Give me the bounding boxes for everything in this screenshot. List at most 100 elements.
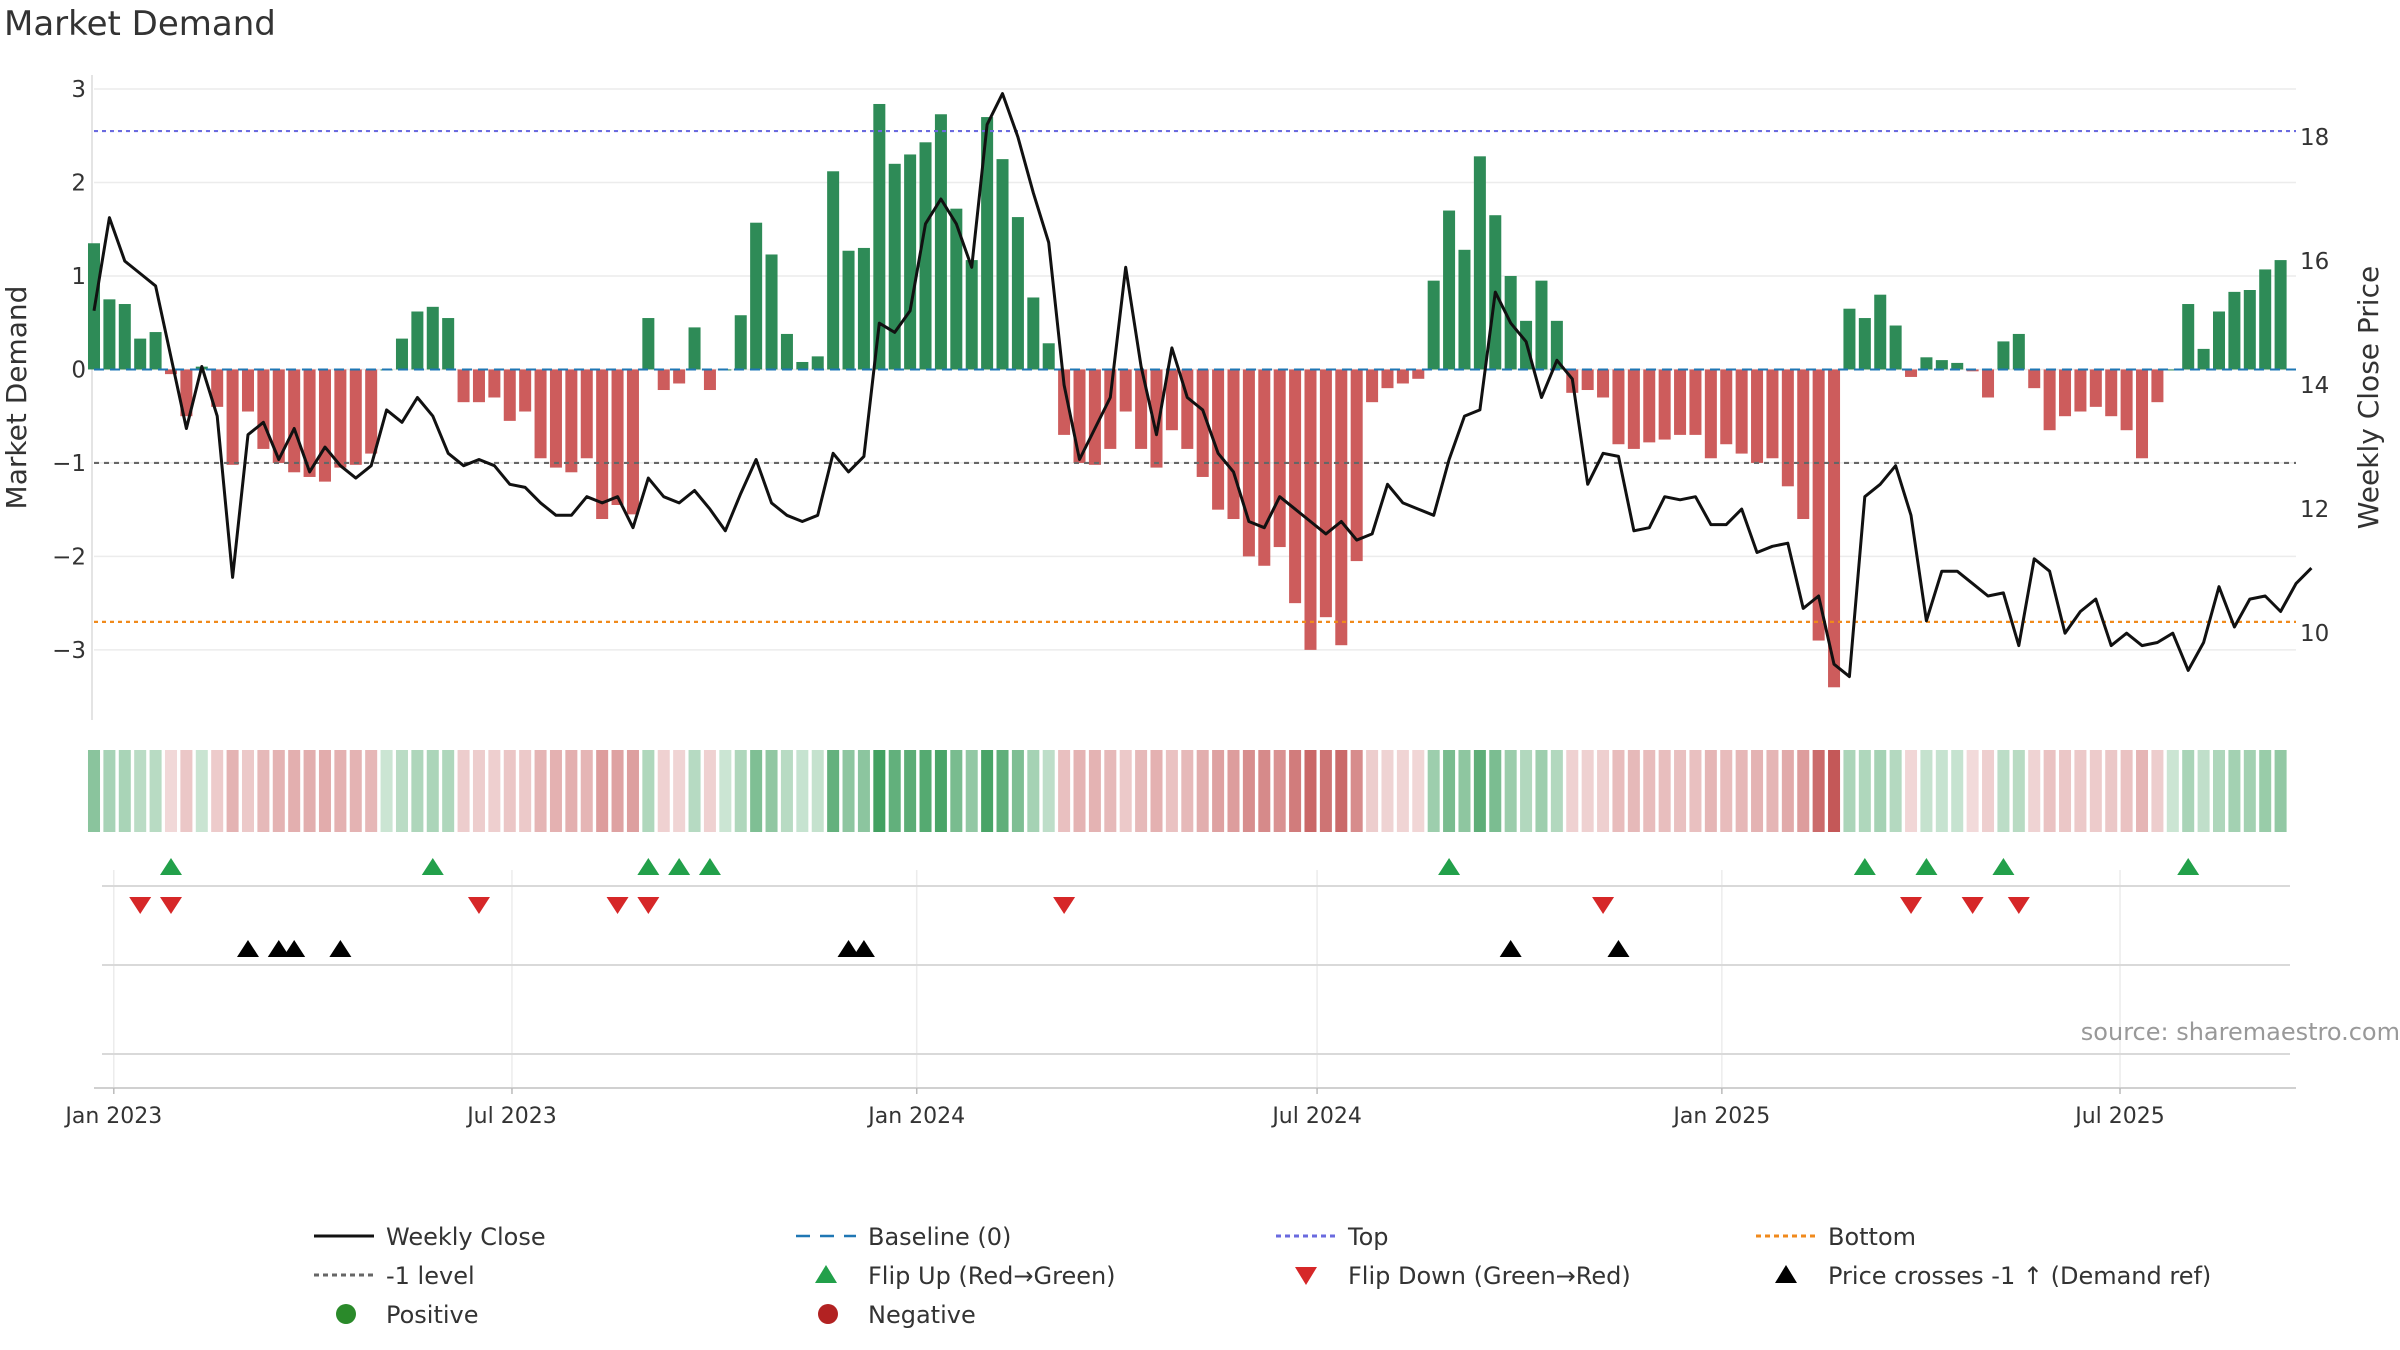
heatmap-cell [1150,750,1163,832]
demand-bar-positive [827,171,840,370]
heatmap-cell [2182,750,2195,832]
price-cross-marker [329,940,352,957]
heatmap-cell [1905,750,1918,832]
heatmap-cell [1920,750,1933,832]
flip-up-marker [421,858,444,875]
y-right-tick-label: 10 [2300,621,2329,647]
legend-item: Bottom [1756,1223,1916,1251]
demand-bar-negative [2089,369,2102,407]
legend-label: Baseline (0) [868,1223,1011,1251]
heatmap-cell [1951,750,1964,832]
demand-bar-positive [2012,333,2025,370]
legend-label: Top [1347,1223,1389,1251]
heatmap-cell [1212,750,1225,832]
heatmap-cell [611,750,624,832]
demand-bar-negative [2028,369,2041,389]
flip-down-marker [1053,897,1076,914]
heatmap-cell [2012,750,2025,832]
y-left-tick-label: −2 [52,544,86,570]
demand-bar-negative [657,369,670,391]
demand-bar-negative [1088,369,1101,465]
heatmap-cell [457,750,470,832]
demand-bar-positive [981,117,994,370]
heatmap-cell [1011,750,1024,832]
demand-bar-positive [2274,260,2287,370]
heatmap-cell [934,750,947,832]
demand-bar-negative [673,369,686,384]
demand-bar-negative [1828,369,1841,688]
heatmap-cell [1273,750,1286,832]
legend-item: Baseline (0) [796,1223,1011,1251]
price-cross-marker [837,940,860,957]
demand-bar-negative [226,369,239,465]
heatmap-cell [1828,750,1841,832]
demand-bar-negative [1766,369,1779,459]
heatmap-cell [1535,750,1548,832]
heatmap-cell [241,750,254,832]
legend-item: Flip Down (Green→Red) [1295,1262,1631,1290]
legend-label: Positive [386,1301,479,1329]
heatmap-cell [842,750,855,832]
y-left-tick-label: 0 [71,357,86,383]
weekly-close-line [92,92,2313,679]
heatmap-cell [87,750,101,832]
demand-bar-positive [1550,320,1563,370]
flip-down-marker [606,897,629,914]
heatmap-cell [1104,750,1117,832]
legend-label: Weekly Close [386,1223,546,1251]
demand-bar-negative [1104,369,1117,449]
demand-bar-negative [703,369,716,391]
demand-bar-positive [750,222,763,370]
demand-bar-negative [2151,369,2164,403]
heatmap-cell [549,750,562,832]
y-right-tick-label: 18 [2300,125,2329,151]
heatmap-cell [318,750,331,832]
heatmap-cell [103,750,116,832]
heatmap-cell [1581,750,1594,832]
heatmap-cell [703,750,716,832]
demand-bar-negative [1735,369,1748,454]
flip-down-marker [1592,897,1615,914]
heatmap-cell [1751,750,1764,832]
flip-up-marker [1992,858,2015,875]
heatmap-cell [657,750,670,832]
x-tick-label: Jul 2024 [1270,1104,1362,1129]
demand-bar-positive [780,333,793,370]
demand-bar-positive [1011,217,1024,370]
heatmap-cell [349,750,362,832]
flip-down-marker [159,897,182,914]
heatmap-cell [2120,750,2133,832]
flip-down-marker [637,897,660,914]
demand-bar-positive [1889,325,1902,370]
chart-title: Market Demand [4,4,276,44]
legend-label: Flip Down (Green→Red) [1348,1262,1631,1290]
demand-bar-negative [1273,369,1286,548]
demand-bar-negative [1643,369,1656,443]
demand-bar-positive [1027,297,1040,370]
demand-bar-positive [919,142,932,370]
heatmap-cell [488,750,501,832]
heatmap-cell [164,750,177,832]
demand-bar-negative [288,369,301,473]
demand-bar-negative [1720,369,1733,445]
demand-bar-negative [2120,369,2133,431]
demand-bar-negative [1396,369,1409,384]
demand-bar-positive [1443,210,1456,370]
demand-bar-negative [2136,369,2149,459]
legend-item: Weekly Close [314,1223,546,1251]
y-left-tick-label: 3 [71,77,86,103]
heatmap-cell [719,750,732,832]
flip-up-marker [637,858,660,875]
demand-bar-negative [1335,369,1348,646]
heatmap-cell [1520,750,1533,832]
heatmap-cell [1135,750,1148,832]
heatmap-cell [395,750,408,832]
demand-bar-negative [2074,369,2087,412]
heatmap-cell [1412,750,1425,832]
heatmap-cell [1289,750,1302,832]
heatmap-cell [1443,750,1456,832]
demand-bar-negative [611,369,624,505]
heatmap-cell [118,750,131,832]
legend-label: -1 level [386,1262,475,1290]
